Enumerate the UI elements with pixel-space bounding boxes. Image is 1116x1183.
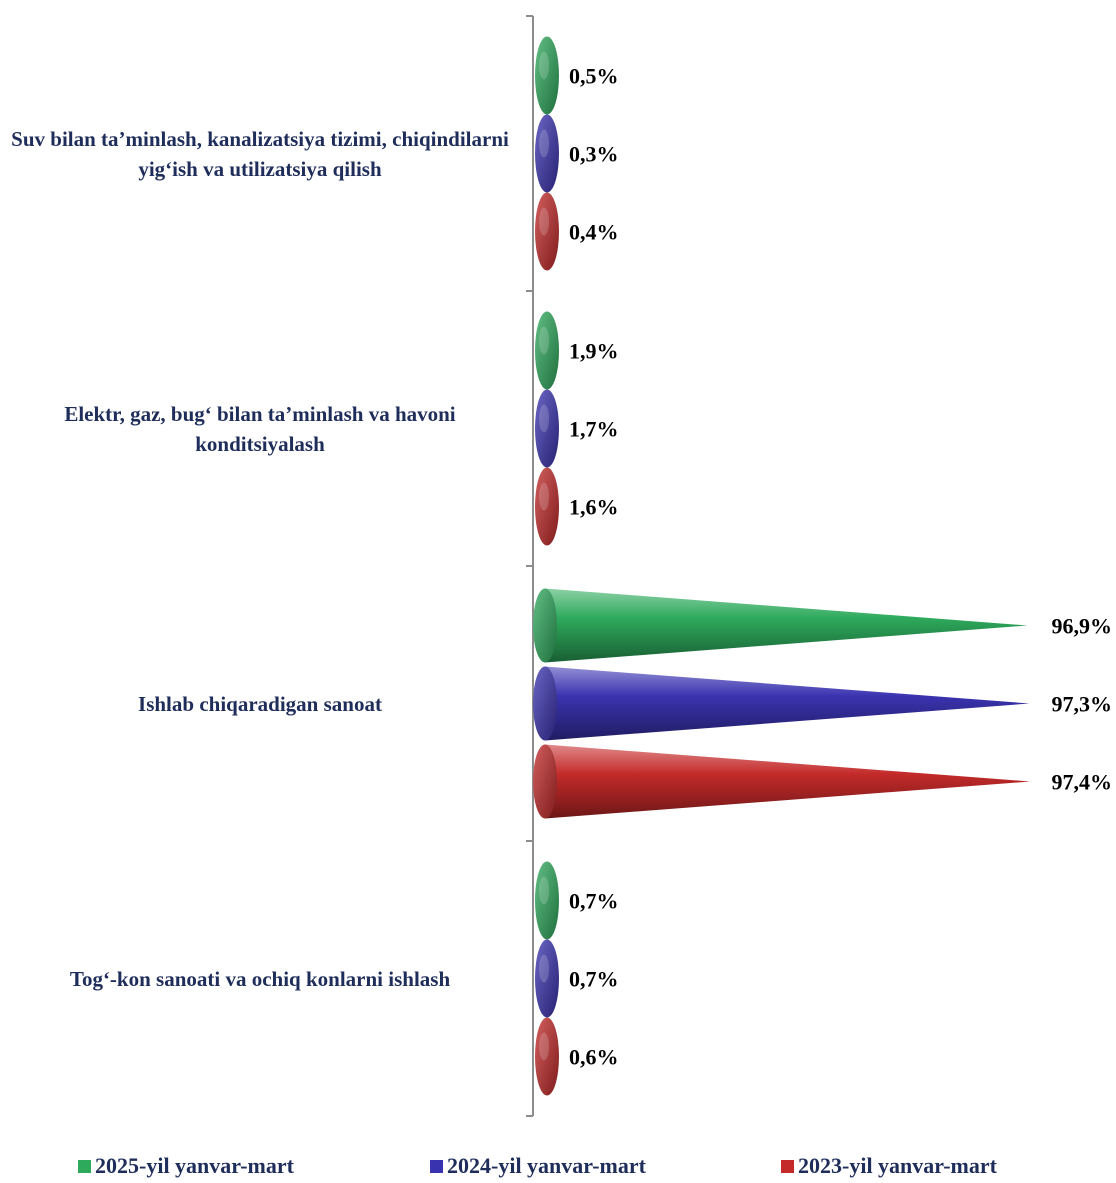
value-label-1-1: 1,7% bbox=[569, 417, 619, 442]
cone-bar-2-1 bbox=[535, 467, 559, 546]
legend-item-series-1: 2024-yil yanvar-mart bbox=[430, 1153, 646, 1179]
legend-label-series-1: 2024-yil yanvar-mart bbox=[447, 1153, 646, 1178]
cone-bar-1-1 bbox=[535, 389, 559, 468]
legend-swatch-series-0 bbox=[78, 1159, 91, 1173]
cone-bar-0-1 bbox=[535, 311, 559, 390]
legend-label-series-0: 2025-yil yanvar-mart bbox=[95, 1153, 294, 1178]
cone-bar-1-2 bbox=[533, 666, 1030, 741]
legend-swatch-series-1 bbox=[430, 1159, 443, 1173]
cone-bar-0-2 bbox=[533, 588, 1028, 663]
category-label-3: Tog‘-kon sanoati va ochiq konlarni ishla… bbox=[69, 966, 451, 991]
legend-swatch-series-2 bbox=[781, 1159, 794, 1173]
legend: 2025-yil yanvar-mart 2024-yil yanvar-mar… bbox=[0, 1153, 1116, 1183]
value-label-0-2: 96,9% bbox=[1052, 614, 1113, 639]
cone-bar-2-0 bbox=[535, 192, 559, 271]
value-label-0-1: 1,9% bbox=[569, 339, 619, 364]
cone-bar-1-3 bbox=[535, 939, 559, 1018]
value-label-2-2: 97,4% bbox=[1052, 770, 1113, 795]
value-label-2-3: 0,6% bbox=[569, 1045, 619, 1070]
value-label-0-0: 0,5% bbox=[569, 64, 619, 89]
chart-canvas: 0,5% 0,3% 0,4% 1,9% 1,7% 1,6% 96,9% 97,3% 97,4% 0… bbox=[526, 15, 1113, 1117]
legend-label-series-2: 2023-yil yanvar-mart bbox=[798, 1153, 997, 1178]
cone-bar-2-3 bbox=[535, 1017, 559, 1096]
value-label-2-1: 1,6% bbox=[569, 495, 619, 520]
category-label-0: Suv bilan ta’minlash, kanalizatsiya tizi… bbox=[11, 126, 509, 181]
value-label-1-2: 97,3% bbox=[1052, 692, 1113, 717]
value-label-1-0: 0,3% bbox=[569, 142, 619, 167]
value-label-2-0: 0,4% bbox=[569, 220, 619, 245]
legend-item-series-0: 2025-yil yanvar-mart bbox=[78, 1153, 294, 1179]
cone-bar-1-0 bbox=[535, 114, 559, 193]
cone-bar-2-2 bbox=[533, 744, 1030, 819]
value-label-0-3: 0,7% bbox=[569, 889, 619, 914]
value-label-1-3: 0,7% bbox=[569, 967, 619, 992]
cone-bar-0-0 bbox=[535, 36, 559, 115]
legend-item-series-2: 2023-yil yanvar-mart bbox=[781, 1153, 997, 1179]
category-label-1: Elektr, gaz, bug‘ bilan ta’minlash va ha… bbox=[64, 401, 456, 456]
category-label-2: Ishlab chiqaradigan sanoat bbox=[138, 691, 382, 716]
cone-bar-0-3 bbox=[535, 861, 559, 940]
